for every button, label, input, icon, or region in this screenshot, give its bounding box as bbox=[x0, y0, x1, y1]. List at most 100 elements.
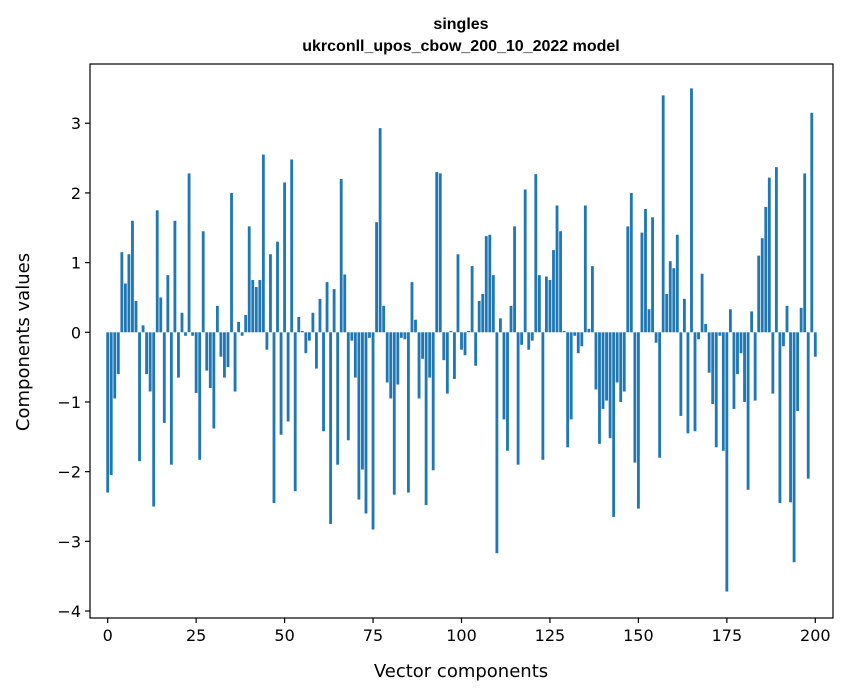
bar bbox=[194, 332, 198, 393]
bar bbox=[357, 332, 361, 500]
bar bbox=[484, 236, 488, 333]
bar bbox=[488, 234, 492, 333]
bar bbox=[668, 261, 672, 333]
bar bbox=[159, 297, 163, 333]
bar bbox=[651, 217, 654, 333]
bar bbox=[746, 332, 750, 490]
bar bbox=[442, 332, 446, 361]
bar bbox=[629, 192, 633, 333]
x-tick-label: 100 bbox=[446, 626, 477, 645]
bar bbox=[636, 332, 640, 509]
bar bbox=[399, 332, 403, 338]
bar bbox=[421, 332, 424, 359]
bar bbox=[778, 332, 782, 504]
bar bbox=[594, 332, 598, 390]
bar bbox=[537, 275, 541, 333]
bar bbox=[658, 332, 662, 458]
bar bbox=[325, 282, 329, 333]
bar bbox=[580, 332, 584, 347]
bar bbox=[633, 332, 637, 463]
bar bbox=[502, 332, 506, 420]
bar bbox=[520, 332, 524, 345]
bar bbox=[166, 275, 170, 333]
bar bbox=[661, 95, 665, 333]
plot-frame bbox=[89, 63, 834, 619]
bar bbox=[269, 254, 272, 333]
bar bbox=[739, 332, 743, 354]
bar bbox=[123, 283, 127, 333]
bar bbox=[559, 231, 562, 333]
y-tick-label: 1 bbox=[71, 254, 81, 273]
y-tick-label: −4 bbox=[57, 602, 81, 621]
y-tick-label: 0 bbox=[71, 323, 81, 342]
bar bbox=[375, 222, 378, 333]
bar bbox=[339, 178, 343, 333]
bar bbox=[205, 332, 209, 371]
bar bbox=[792, 332, 796, 563]
bar bbox=[481, 293, 485, 333]
bar bbox=[180, 312, 184, 333]
bar bbox=[743, 332, 746, 402]
bar bbox=[612, 332, 616, 517]
bar bbox=[605, 332, 608, 401]
bar bbox=[509, 305, 513, 333]
bar bbox=[346, 332, 350, 441]
bar bbox=[113, 332, 117, 399]
y-axis-ticks: −4 −3 −2 −1 0 1 2 3 bbox=[57, 114, 90, 621]
bar bbox=[785, 305, 789, 333]
bar bbox=[453, 332, 456, 379]
bar bbox=[707, 332, 711, 373]
bar bbox=[672, 268, 676, 333]
bar bbox=[364, 332, 368, 514]
bar bbox=[675, 234, 679, 333]
chart-title: singles bbox=[433, 16, 488, 33]
bar bbox=[307, 332, 311, 341]
bar bbox=[495, 332, 499, 554]
bar bbox=[566, 332, 570, 448]
bar bbox=[106, 332, 110, 493]
x-axis-label: Vector components bbox=[374, 661, 548, 682]
chart-subtitle: ukrconll_upos_cbow_200_10_2022 model bbox=[302, 38, 619, 55]
bar bbox=[608, 332, 612, 439]
bar bbox=[265, 332, 269, 350]
bar bbox=[162, 332, 166, 423]
bar bbox=[760, 238, 764, 333]
bar bbox=[460, 332, 463, 350]
bar bbox=[290, 159, 294, 333]
bar bbox=[467, 330, 470, 333]
bar bbox=[576, 332, 580, 354]
bar bbox=[810, 112, 814, 333]
bar bbox=[534, 174, 538, 333]
bar bbox=[764, 206, 768, 333]
bar bbox=[725, 332, 729, 592]
bar bbox=[286, 332, 290, 422]
bar bbox=[704, 323, 708, 333]
bar bbox=[155, 210, 159, 333]
bar bbox=[343, 274, 347, 333]
bar bbox=[619, 332, 623, 402]
bar bbox=[774, 167, 778, 333]
bar bbox=[152, 332, 156, 507]
bar bbox=[626, 226, 630, 333]
x-tick-label: 175 bbox=[712, 626, 743, 645]
bar bbox=[686, 332, 690, 434]
bar bbox=[219, 332, 223, 357]
bar bbox=[414, 319, 417, 333]
bar bbox=[516, 332, 520, 465]
bar bbox=[389, 332, 393, 399]
bar bbox=[332, 289, 336, 333]
bar bbox=[169, 332, 173, 465]
x-tick-label: 50 bbox=[274, 626, 294, 645]
bar bbox=[134, 300, 138, 333]
bar bbox=[767, 177, 771, 333]
bar bbox=[322, 332, 325, 432]
bar bbox=[782, 332, 785, 347]
bar bbox=[283, 182, 287, 333]
bar bbox=[714, 332, 718, 448]
bar bbox=[583, 205, 587, 333]
bar bbox=[750, 311, 754, 333]
bar bbox=[587, 328, 591, 333]
bar bbox=[198, 332, 202, 460]
x-tick-label: 75 bbox=[363, 626, 383, 645]
